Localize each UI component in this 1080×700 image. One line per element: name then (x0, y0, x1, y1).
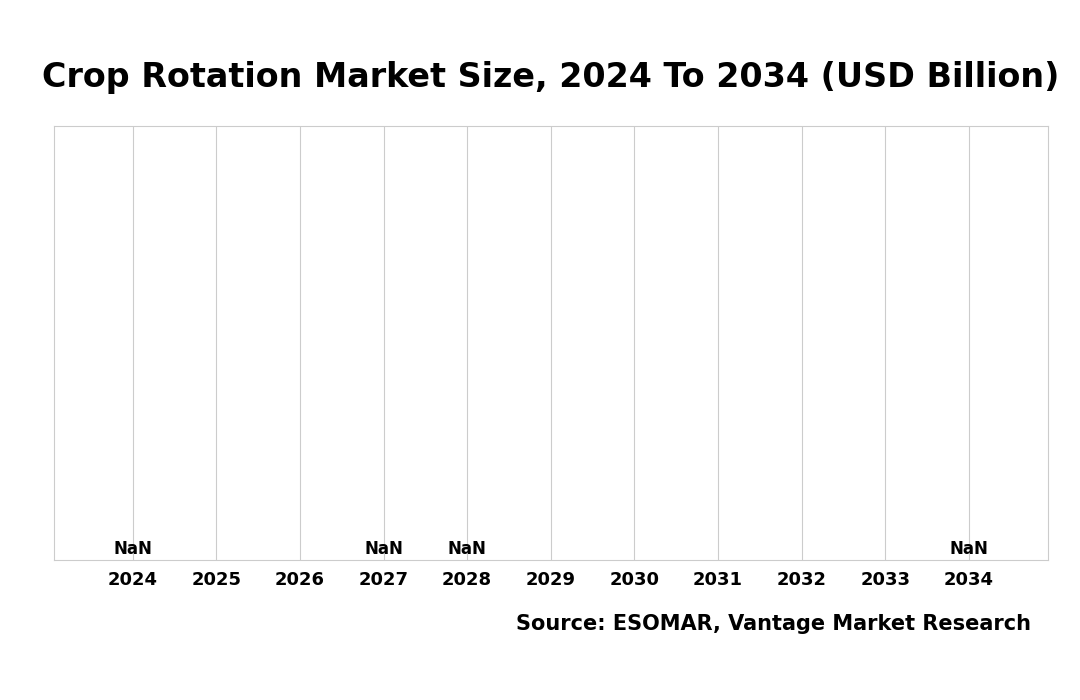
Text: NaN: NaN (364, 540, 403, 558)
Text: NaN: NaN (113, 540, 152, 558)
Text: NaN: NaN (448, 540, 487, 558)
Text: NaN: NaN (949, 540, 988, 558)
Text: Source: ESOMAR, Vantage Market Research: Source: ESOMAR, Vantage Market Research (516, 613, 1031, 634)
Title: Crop Rotation Market Size, 2024 To 2034 (USD Billion): Crop Rotation Market Size, 2024 To 2034 … (42, 61, 1059, 94)
